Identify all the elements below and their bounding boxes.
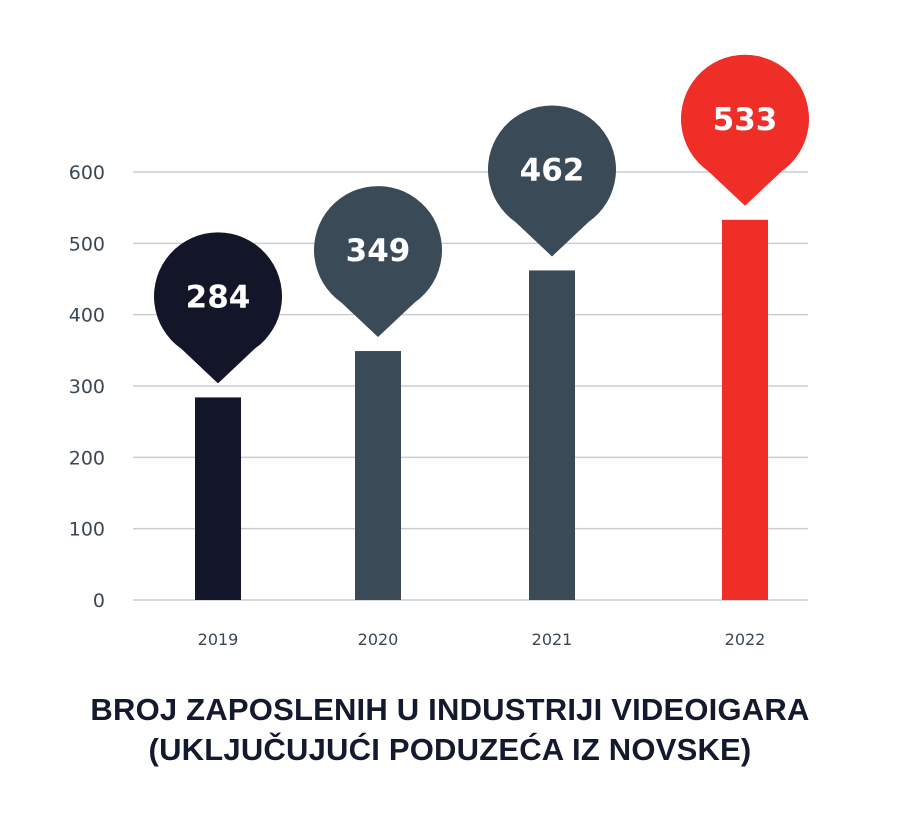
value-bubbles: 284 349 462 533 — [153, 54, 809, 384]
bars — [195, 219, 768, 600]
bar-2020 — [355, 351, 401, 600]
data-label: 284 — [186, 279, 251, 315]
y-tick-label: 600 — [69, 162, 105, 184]
bar-2022 — [722, 219, 768, 600]
data-label: 462 — [520, 152, 585, 188]
value-bubble-2022: 533 — [680, 54, 809, 206]
x-tick-label: 2022 — [725, 630, 766, 649]
value-bubble-2019: 284 — [153, 232, 282, 384]
x-tick-label: 2020 — [358, 630, 399, 649]
x-tick-label: 2021 — [532, 630, 573, 649]
y-axis-ticks: 0 100 200 300 400 500 600 — [69, 162, 105, 612]
x-axis-ticks: 2019 2020 2021 2022 — [198, 630, 766, 649]
bar-2019 — [195, 397, 241, 600]
bubble-shape — [153, 232, 282, 384]
value-bubble-2020: 349 — [313, 186, 442, 338]
data-label: 349 — [346, 233, 411, 269]
bubble-shape — [313, 186, 442, 338]
y-tick-label: 100 — [69, 519, 105, 541]
y-tick-label: 200 — [69, 447, 105, 469]
bar-2021 — [529, 270, 575, 600]
y-tick-label: 500 — [69, 233, 105, 255]
y-tick-label: 400 — [69, 305, 105, 327]
bar-chart: 0 100 200 300 400 500 600 284 349 462 533 2019 202… — [69, 54, 809, 649]
value-bubble-2021: 462 — [488, 105, 616, 257]
y-tick-label: 300 — [69, 376, 105, 398]
chart-title-line-2: (UKLJUČUJUĆI PODUZEĆA IZ NOVSKE) — [148, 732, 752, 767]
bubble-shape — [680, 54, 809, 206]
bubble-shape — [488, 105, 616, 257]
chart-title-line-1: BROJ ZAPOSLENIH U INDUSTRIJI VIDEOIGARA — [90, 692, 810, 727]
chart-title: BROJ ZAPOSLENIH U INDUSTRIJI VIDEOIGARA … — [0, 690, 900, 770]
y-tick-label: 0 — [93, 590, 105, 612]
x-tick-label: 2019 — [198, 630, 239, 649]
data-label: 533 — [713, 102, 778, 138]
